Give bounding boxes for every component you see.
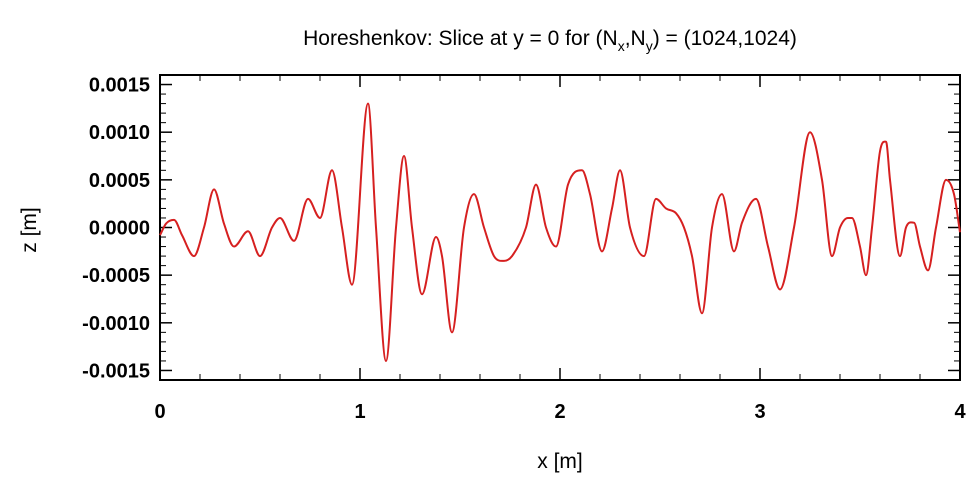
y-tick-label: 0.0000 (89, 218, 150, 240)
y-tick-label: -0.0015 (82, 360, 150, 382)
y-tick-label: 0.0010 (89, 122, 150, 144)
chart-title-sub-y: y (646, 38, 653, 54)
x-tick-label: 0 (154, 401, 165, 423)
x-axis-ticks: 0 1 2 3 4 (154, 75, 966, 423)
chart-title-comma: ,N (625, 27, 646, 50)
chart-title-main: Horeshenkov: Slice at y = 0 for (N (303, 27, 618, 50)
y-axis-ticks: -0.0015 -0.0010 -0.0005 0.0000 0.0005 0.0010 0… (82, 75, 960, 382)
chart-title: Horeshenkov: Slice at y = 0 for (Nx,Ny) … (303, 27, 797, 54)
series-line (159, 102, 961, 362)
y-tick-label: -0.0005 (82, 265, 150, 287)
y-tick-label: -0.0010 (82, 313, 150, 335)
y-tick-label: 0.0015 (89, 75, 150, 97)
chart-title-rest: ) = (1024,1024) (653, 27, 797, 50)
y-tick-label: 0.0005 (89, 170, 150, 192)
x-tick-label: 4 (954, 401, 966, 423)
y-axis-label: z [m] (18, 207, 41, 253)
x-tick-label: 3 (754, 401, 765, 423)
x-tick-label: 1 (354, 401, 365, 423)
x-tick-label: 2 (554, 401, 565, 423)
x-axis-label: x [m] (537, 450, 583, 473)
chart-title-sub-x: x (618, 38, 625, 54)
